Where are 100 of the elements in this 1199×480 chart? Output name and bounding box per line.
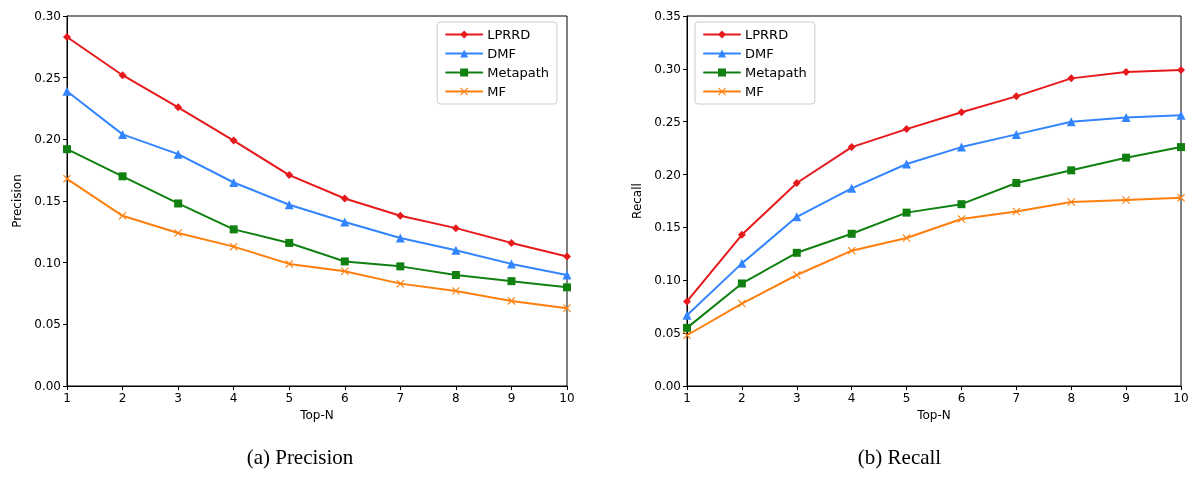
y-tick-label: 0.00 bbox=[34, 379, 61, 393]
point bbox=[118, 172, 127, 181]
point bbox=[563, 252, 571, 261]
legend-label: LPRRD bbox=[487, 27, 531, 42]
point bbox=[1177, 65, 1185, 74]
point bbox=[396, 211, 405, 220]
y-tick-label: 0.25 bbox=[654, 114, 681, 129]
point bbox=[957, 214, 966, 223]
point bbox=[847, 143, 856, 152]
point bbox=[1067, 74, 1076, 83]
x-tick-label: 6 bbox=[957, 391, 966, 405]
point bbox=[340, 194, 349, 203]
point bbox=[737, 279, 746, 288]
point bbox=[683, 331, 691, 340]
point bbox=[1122, 68, 1131, 77]
point bbox=[956, 142, 966, 152]
point bbox=[737, 230, 746, 239]
point bbox=[174, 199, 183, 208]
point bbox=[63, 174, 71, 183]
point bbox=[792, 271, 801, 279]
point bbox=[1012, 92, 1021, 101]
point bbox=[62, 86, 72, 96]
x-tick-label: 1 bbox=[683, 391, 691, 405]
y-tick-label: 0.30 bbox=[654, 61, 681, 76]
point bbox=[902, 159, 912, 169]
point bbox=[173, 149, 183, 159]
x-tick-label: 2 bbox=[118, 391, 127, 405]
legend-label: DMF bbox=[745, 46, 774, 61]
x-tick-label: 7 bbox=[1012, 391, 1021, 405]
x-tick-label: 8 bbox=[452, 391, 460, 405]
y-tick-label: 0.05 bbox=[654, 326, 681, 341]
point bbox=[1012, 179, 1021, 188]
point bbox=[792, 179, 801, 188]
point bbox=[507, 238, 516, 247]
point bbox=[63, 32, 71, 41]
y-tick-label: 0.15 bbox=[654, 220, 681, 235]
x-tick-label: 10 bbox=[559, 391, 575, 405]
point bbox=[957, 108, 966, 117]
legend-label: LPRRD bbox=[745, 27, 789, 42]
point bbox=[396, 262, 405, 271]
y-tick-label: 0.20 bbox=[34, 132, 61, 147]
y-tick-label: 0.00 bbox=[654, 379, 681, 393]
point bbox=[957, 200, 966, 209]
point bbox=[229, 136, 238, 145]
y-tick-label: 0.05 bbox=[34, 317, 61, 332]
point bbox=[229, 242, 238, 251]
point bbox=[229, 178, 239, 187]
y-tick-label: 0.35 bbox=[654, 9, 681, 23]
point bbox=[902, 208, 911, 217]
point bbox=[395, 233, 405, 243]
point bbox=[562, 270, 572, 280]
x-tick-label: 5 bbox=[285, 391, 294, 405]
point bbox=[451, 245, 461, 255]
point bbox=[847, 183, 857, 193]
point bbox=[1121, 112, 1131, 122]
point bbox=[1012, 207, 1021, 216]
x-tick-label: 6 bbox=[340, 391, 349, 405]
point bbox=[340, 257, 349, 266]
x-tick-label: 10 bbox=[1173, 391, 1189, 405]
x-tick-label: 2 bbox=[738, 391, 746, 405]
y-tick-label: 0.10 bbox=[654, 273, 681, 288]
point bbox=[285, 259, 294, 268]
point bbox=[847, 229, 856, 238]
legend-label: MF bbox=[487, 84, 506, 99]
point bbox=[285, 171, 294, 180]
point bbox=[1122, 153, 1131, 162]
x-tick-label: 9 bbox=[507, 391, 516, 405]
point bbox=[847, 246, 856, 255]
point bbox=[682, 310, 692, 320]
y-tick-label: 0.15 bbox=[34, 194, 61, 208]
text: (b) Recall bbox=[857, 444, 942, 469]
x-tick-label: 3 bbox=[174, 391, 182, 405]
x-tick-label: 3 bbox=[792, 391, 801, 405]
point bbox=[1067, 166, 1076, 175]
y-axis-title: Recall bbox=[630, 183, 644, 219]
point bbox=[1176, 110, 1186, 120]
x-tick-label: 4 bbox=[847, 391, 856, 405]
point bbox=[340, 267, 349, 276]
x-axis-title: Top-N bbox=[299, 407, 334, 422]
legend-label: MF bbox=[745, 84, 764, 99]
y-tick-label: 0.10 bbox=[34, 255, 61, 270]
point bbox=[229, 225, 238, 234]
point bbox=[63, 145, 71, 154]
point bbox=[174, 103, 183, 112]
y-tick-label: 0.30 bbox=[34, 9, 61, 23]
legend-label: Metapath bbox=[745, 65, 807, 80]
point bbox=[118, 71, 127, 80]
x-tick-label: 4 bbox=[229, 391, 238, 405]
legend-label: DMF bbox=[487, 46, 516, 61]
x-tick-label: 8 bbox=[1067, 391, 1076, 405]
point bbox=[792, 248, 801, 257]
point bbox=[902, 234, 911, 242]
point bbox=[563, 283, 571, 292]
legend-label: Metapath bbox=[487, 65, 550, 80]
text: (a) Precision bbox=[246, 444, 354, 469]
point bbox=[507, 277, 516, 286]
point bbox=[1011, 129, 1021, 139]
point bbox=[118, 211, 127, 220]
y-axis-title: Precision bbox=[10, 174, 24, 228]
point bbox=[563, 304, 571, 313]
